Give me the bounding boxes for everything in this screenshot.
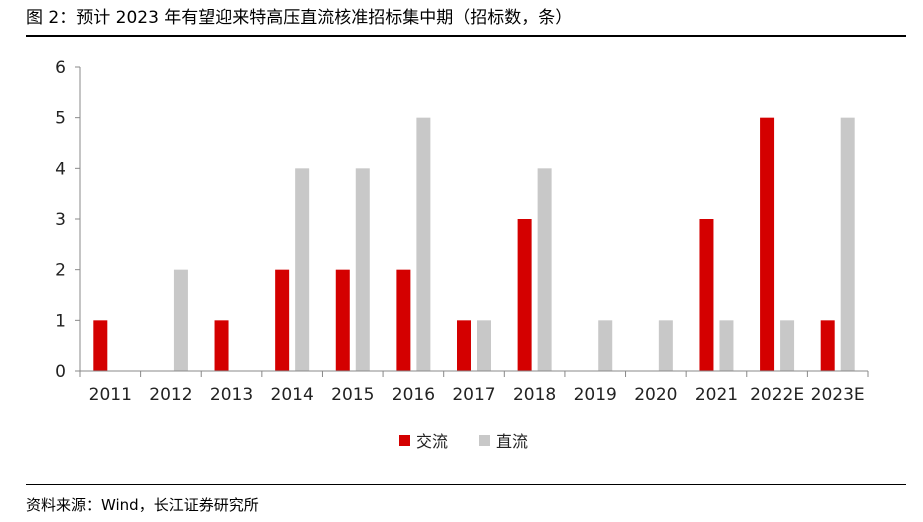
x-tick-label: 2020 (634, 385, 677, 405)
y-axis: 0 1 2 3 4 5 6 (55, 58, 81, 382)
x-tick-label: 2023E (811, 385, 865, 405)
x-tick-label: 2015 (331, 385, 374, 405)
x-axis: 2011 2012 2013 2014 2015 2016 2017 2018 2019 2020… (79, 370, 869, 405)
y-tick-label: 1 (55, 311, 66, 331)
x-tick-label: 2013 (210, 385, 253, 405)
x-tick-label: 2014 (271, 385, 314, 405)
legend-label: 交流 (416, 432, 448, 451)
bar-ac (214, 320, 229, 371)
legend-label: 直流 (496, 432, 528, 451)
y-tick-label: 6 (55, 58, 66, 78)
y-tick-label: 2 (55, 261, 66, 281)
y-tick-label: 0 (55, 362, 66, 382)
bar-ac (760, 117, 775, 372)
legend: 交流 直流 (399, 432, 528, 451)
bar-ac (275, 269, 290, 371)
x-tick-label: 2017 (452, 385, 495, 405)
bar-dc (840, 117, 855, 372)
legend-swatch (479, 435, 490, 446)
bar-dc (355, 168, 370, 371)
x-tick-label: 2012 (149, 385, 192, 405)
y-tick-label: 5 (55, 109, 66, 129)
x-tick-label: 2019 (574, 385, 617, 405)
y-tick-label: 3 (55, 210, 66, 230)
bar-dc (173, 269, 188, 371)
bar-ac (93, 320, 108, 371)
bar-dc (719, 320, 734, 371)
bar-ac (335, 269, 350, 371)
bar-ac (457, 320, 471, 371)
title-rule (26, 35, 906, 37)
bar-ac (396, 269, 411, 371)
source-rule (26, 484, 906, 485)
figure-title: 图 2：预计 2023 年有望迎来特高压直流核准招标集中期（招标数，条） (26, 8, 573, 28)
bar-dc (537, 168, 552, 371)
bar-dc (598, 320, 613, 371)
x-tick-label: 2016 (392, 385, 435, 405)
bar-ac (699, 219, 714, 371)
legend-swatch (399, 435, 410, 446)
bars (93, 117, 855, 372)
bar-ac (517, 219, 532, 371)
x-tick-label: 2011 (89, 385, 132, 405)
y-tick-label: 4 (55, 159, 66, 179)
x-tick-label: 2022E (750, 385, 804, 405)
x-tick-label: 2021 (695, 385, 738, 405)
bar-dc (780, 320, 795, 371)
x-tick-label: 2018 (513, 385, 556, 405)
bar-ac (820, 320, 835, 371)
bar-dc (416, 117, 431, 372)
bar-dc (477, 320, 491, 371)
bar-dc (658, 320, 673, 371)
source-note: 资料来源：Wind，长江证券研究所 (26, 496, 259, 514)
bar-chart: 0 1 2 3 4 5 6 2011 2012 2013 2014 2015 2016 2017 2018… (55, 58, 869, 451)
bar-dc (295, 168, 310, 371)
